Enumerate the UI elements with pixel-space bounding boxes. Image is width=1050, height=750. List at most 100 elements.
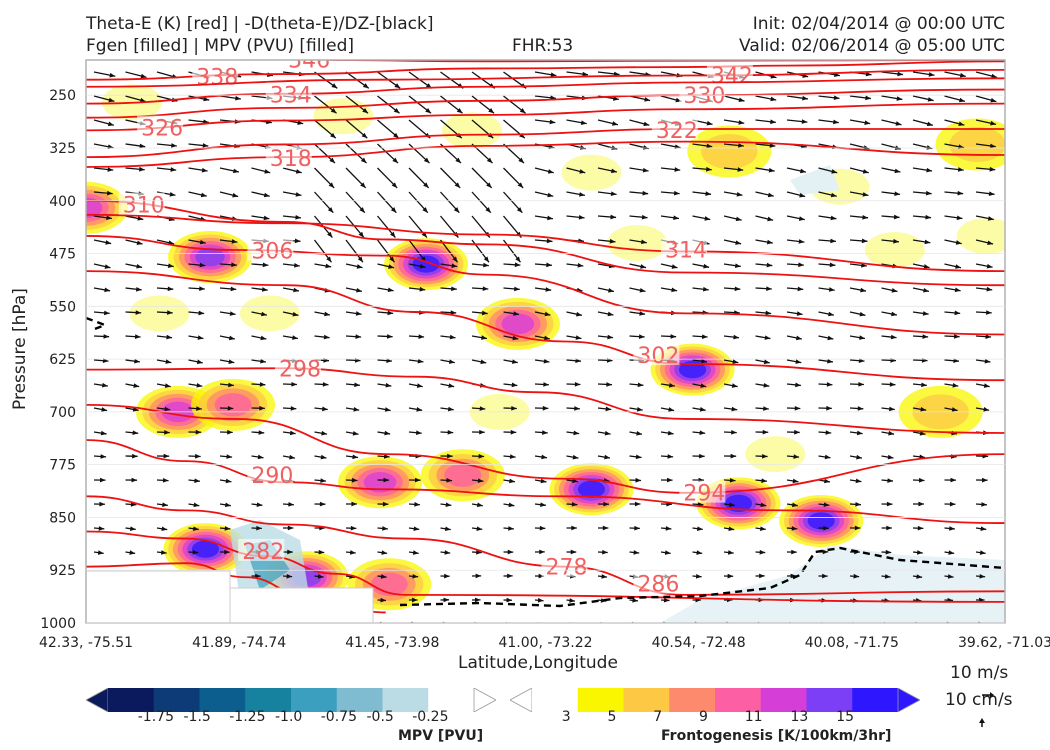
wind-vector-head bbox=[983, 407, 990, 412]
wind-vector-head bbox=[701, 334, 708, 339]
wind-vector-head bbox=[351, 501, 357, 507]
wind-vector bbox=[535, 624, 543, 625]
wind-vector-head bbox=[198, 310, 205, 316]
wind-vector-head bbox=[479, 429, 485, 435]
colorbar-segment bbox=[532, 688, 579, 712]
wind-vector bbox=[1008, 504, 1019, 505]
wind-vector-head bbox=[357, 256, 363, 263]
colorbar-tick-label: 15 bbox=[836, 709, 855, 725]
wind-vector-head bbox=[320, 478, 327, 483]
wind-vector-head bbox=[799, 192, 806, 198]
wind-vector-head bbox=[569, 598, 576, 603]
x-tick-label: 41.00, -73.22 bbox=[498, 635, 592, 651]
wind-vector-head bbox=[549, 119, 556, 125]
wind-vector-head bbox=[1010, 622, 1016, 627]
colorbar-tick-label: 7 bbox=[653, 709, 663, 725]
title-line-1: Theta-E (K) [red] | -D(theta-E)/DZ-[blac… bbox=[86, 14, 434, 34]
wind-vector-head bbox=[729, 478, 736, 483]
wind-vector-head bbox=[487, 132, 494, 139]
wind-vector-head bbox=[763, 383, 770, 388]
wind-vector-head bbox=[1018, 310, 1024, 315]
wind-vector-head bbox=[792, 478, 799, 484]
wind-vector-head bbox=[571, 525, 577, 531]
colorbar-tick-label: -1.5 bbox=[183, 709, 211, 725]
wind-vector-head bbox=[447, 430, 454, 435]
wind-vector bbox=[1008, 552, 1018, 553]
colorbar-segment bbox=[336, 688, 383, 712]
wind-vector-head bbox=[263, 192, 270, 198]
wind-vector-head bbox=[795, 382, 801, 388]
wind-vector-head bbox=[388, 264, 395, 269]
wind-vector-head bbox=[100, 454, 107, 459]
wind-vector-head bbox=[542, 405, 549, 411]
wind-vector-head bbox=[920, 406, 927, 412]
wind-vector-head bbox=[455, 157, 462, 164]
wind-vector bbox=[1008, 528, 1018, 530]
theta-e-contour bbox=[86, 235, 1005, 336]
wind-vector-head bbox=[759, 573, 765, 579]
wind-vector bbox=[283, 624, 291, 625]
wind-vector-head bbox=[986, 286, 993, 292]
omega-reference-label: 10 cm/s bbox=[945, 690, 1013, 710]
wind-vector-head bbox=[790, 573, 797, 579]
wind-vector-head bbox=[293, 287, 300, 293]
wind-vector-head bbox=[321, 430, 328, 436]
wind-vector-head bbox=[958, 97, 965, 103]
stability-dashed-contour bbox=[399, 546, 1005, 608]
wind-vector-head bbox=[989, 143, 996, 149]
colorbar-tick-label: -1.25 bbox=[229, 709, 266, 725]
wind-vector-head bbox=[924, 239, 931, 245]
wind-vector-head bbox=[735, 240, 742, 245]
wind-vector-head bbox=[352, 430, 359, 436]
wind-vector-head bbox=[294, 263, 300, 268]
wind-vector-head bbox=[799, 168, 806, 174]
theta-e-contour-label: 346 bbox=[288, 49, 330, 74]
colorbar-segment bbox=[715, 688, 762, 712]
theta-e-contour-label: 310 bbox=[123, 194, 165, 219]
y-tick-label: 400 bbox=[49, 194, 76, 210]
wind-vector bbox=[220, 624, 228, 625]
wind-vector bbox=[1008, 384, 1022, 387]
wind-vector-head bbox=[171, 143, 177, 148]
wind-vector-head bbox=[797, 286, 804, 292]
wind-vector-head bbox=[390, 207, 397, 213]
wind-vector-head bbox=[325, 263, 332, 269]
wind-vector-head bbox=[419, 263, 426, 269]
theta-e-contour-label: 302 bbox=[637, 344, 679, 369]
wind-vector bbox=[1008, 120, 1028, 123]
wind-vector-head bbox=[601, 574, 608, 579]
wind-vector-head bbox=[261, 311, 267, 317]
wind-vector-head bbox=[507, 549, 514, 555]
wind-vector-head bbox=[801, 119, 808, 124]
wind-vector-head bbox=[884, 574, 891, 579]
wind-vector-head bbox=[886, 501, 893, 507]
wind-vector-head bbox=[319, 501, 326, 507]
wind-vector-head bbox=[318, 549, 325, 555]
wind-vector-head bbox=[228, 359, 235, 364]
wind-vector-head bbox=[328, 182, 335, 188]
wind-vector-head bbox=[446, 477, 453, 483]
wind-vector-head bbox=[538, 573, 545, 579]
colorbar-segment bbox=[669, 688, 716, 712]
wind-vector-head bbox=[603, 501, 609, 507]
wind-vector-head bbox=[196, 383, 203, 388]
wind-vector-head bbox=[356, 287, 362, 293]
wind-vector-head bbox=[135, 310, 142, 315]
wind-vector-head bbox=[696, 550, 703, 555]
wind-vector-head bbox=[539, 525, 546, 531]
wind-vector-head bbox=[644, 97, 651, 102]
wind-vector-head bbox=[103, 334, 110, 339]
theta-e-contour bbox=[86, 495, 1005, 596]
theta-e-contour-label: 306 bbox=[251, 240, 293, 265]
wind-vector-head bbox=[639, 287, 646, 293]
wind-vector-head bbox=[862, 192, 869, 197]
wind-vector bbox=[882, 624, 890, 625]
theta-e-contour bbox=[86, 270, 1005, 382]
wind-vector-head bbox=[200, 192, 207, 198]
wind-vector-head bbox=[918, 477, 925, 483]
wind-vector-head bbox=[323, 334, 330, 340]
wind-vector-head bbox=[362, 83, 369, 89]
wind-vector-head bbox=[953, 334, 960, 339]
wind-vector-head bbox=[105, 240, 112, 245]
wind-vector-head bbox=[759, 549, 766, 555]
